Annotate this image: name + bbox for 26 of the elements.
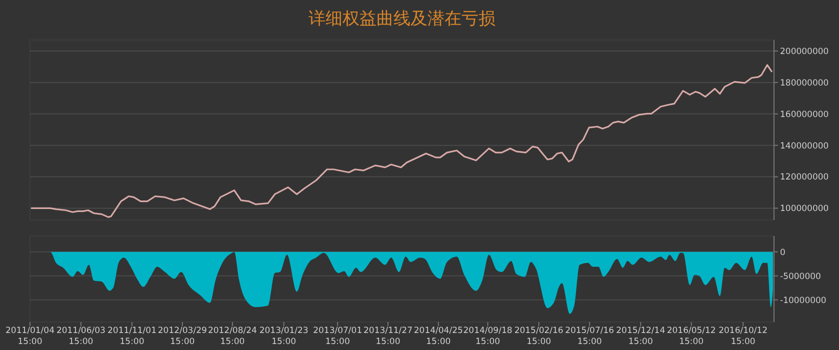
x-tick-label: 2015/02/16 15:00	[514, 326, 564, 347]
y-tick-label: 0	[780, 248, 786, 258]
x-tick-label: 2012/03/29 15:00	[158, 326, 207, 347]
x-tick-label: 2011/11/01 15:00	[108, 326, 157, 347]
y-tick-label: -10000000	[780, 296, 826, 306]
x-tick-label: 2015/07/16 15:00	[565, 326, 614, 347]
x-tick-label: 2012/08/24 15:00	[208, 326, 257, 347]
x-tick-label: 2016/10/12 15:00	[718, 326, 768, 347]
x-tick-label: 2016/05/12 15:00	[666, 326, 716, 347]
x-tick-label: 2013/01/23 15:00	[259, 326, 308, 347]
x-tick-label: 2014/04/25 15:00	[414, 326, 463, 347]
y-tick-label: 200000000	[780, 46, 829, 57]
x-tick-label: 2011/01/04 15:00	[6, 326, 54, 347]
chart-title: 详细权益曲线及潜在亏损	[308, 9, 496, 29]
y-tick-label: 140000000	[780, 141, 829, 152]
y-tick-label: 180000000	[780, 78, 829, 88]
x-tick-label: 2015/12/14 15:00	[616, 326, 666, 347]
x-tick-label: 2013/07/01 15:00	[313, 326, 362, 347]
y-tick-label: 120000000	[780, 172, 829, 183]
y-tick-label: 100000000	[780, 204, 829, 214]
line-series	[30, 64, 773, 218]
x-tick-label: 2011/06/03 15:00	[56, 326, 106, 347]
y-tick-label: 160000000	[780, 110, 829, 120]
y-tick-label: -5000000	[780, 272, 821, 282]
x-tick-label: 2013/11/27 15:00	[364, 326, 413, 347]
x-tick-label: 2014/09/18 15:00	[463, 326, 512, 347]
